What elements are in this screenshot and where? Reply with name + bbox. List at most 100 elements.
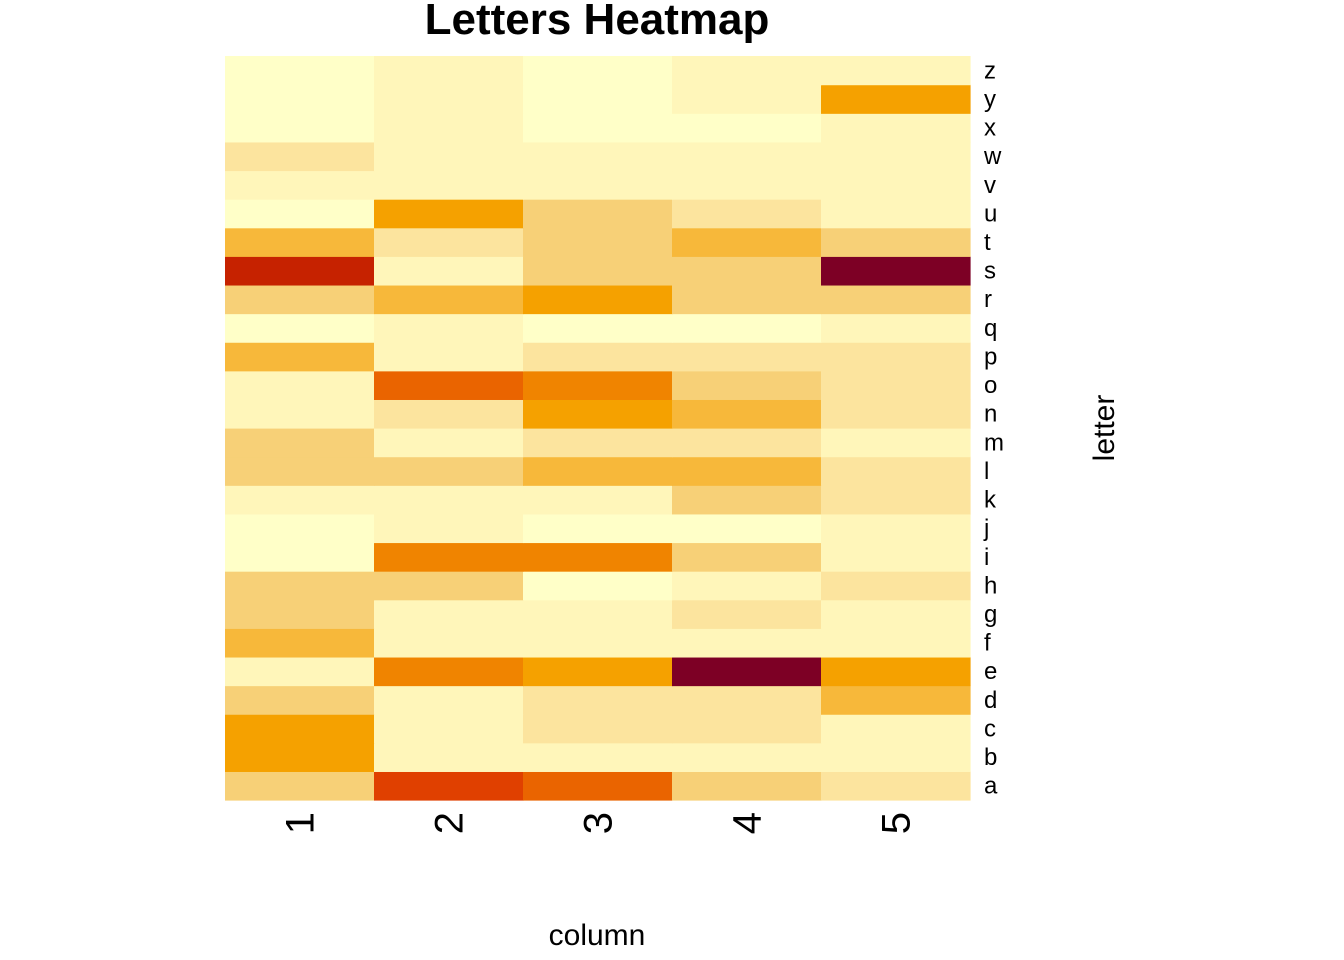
heatmap-cell-i-5 xyxy=(821,542,971,572)
heatmap-cell-v-4 xyxy=(672,170,822,200)
heatmap-cell-n-4 xyxy=(672,399,822,429)
heatmap-cell-s-2 xyxy=(374,256,524,286)
heatmap-cell-t-1 xyxy=(225,227,375,257)
heatmap-cell-s-3 xyxy=(523,256,673,286)
heatmap-cell-u-4 xyxy=(672,199,822,229)
heatmap-cell-e-3 xyxy=(523,656,673,687)
heatmap-cell-x-5 xyxy=(821,113,971,143)
column-label-5: 5 xyxy=(875,812,919,834)
heatmap-cell-c-1 xyxy=(225,714,375,744)
heatmap-cell-r-3 xyxy=(523,284,673,315)
y-axis-label: letter xyxy=(1088,395,1121,462)
heatmap-cell-b-4 xyxy=(672,742,822,772)
heatmap-cell-z-2 xyxy=(374,56,524,86)
heatmap-cell-u-2 xyxy=(374,199,524,229)
row-label-u: u xyxy=(984,200,997,227)
heatmap-cell-t-2 xyxy=(374,227,524,257)
heatmap-cell-r-4 xyxy=(672,284,822,315)
heatmap-cell-v-5 xyxy=(821,170,971,200)
row-label-p: p xyxy=(984,343,997,370)
heatmap-cell-f-3 xyxy=(523,628,673,658)
heatmap-cell-b-3 xyxy=(523,742,673,772)
heatmap-cell-t-4 xyxy=(672,227,822,257)
heatmap-cell-a-1 xyxy=(225,771,375,801)
heatmap-cell-f-5 xyxy=(821,628,971,658)
heatmap-cell-g-2 xyxy=(374,599,524,629)
heatmap-cell-f-1 xyxy=(225,628,375,658)
heatmap-cell-l-1 xyxy=(225,456,375,486)
heatmap-cell-k-4 xyxy=(672,485,822,515)
heatmap-cell-e-1 xyxy=(225,656,375,687)
row-label-l: l xyxy=(984,458,989,485)
heatmap-cell-g-1 xyxy=(225,599,375,629)
heatmap-cell-j-3 xyxy=(523,513,673,544)
heatmap-cell-w-5 xyxy=(821,141,971,172)
heatmap-cell-j-5 xyxy=(821,513,971,544)
heatmap-cell-n-2 xyxy=(374,399,524,429)
row-label-b: b xyxy=(984,744,997,771)
heatmap-cell-w-1 xyxy=(225,141,375,172)
row-label-s: s xyxy=(984,258,996,285)
heatmap-cell-q-1 xyxy=(225,313,375,343)
heatmap-cell-s-1 xyxy=(225,256,375,286)
heatmap-cell-l-5 xyxy=(821,456,971,486)
heatmap-cell-h-2 xyxy=(374,571,524,601)
row-label-q: q xyxy=(984,315,997,342)
row-label-w: w xyxy=(983,143,1002,170)
heatmap-cell-r-1 xyxy=(225,284,375,315)
heatmap-cell-f-2 xyxy=(374,628,524,658)
heatmap-cell-d-2 xyxy=(374,685,524,715)
heatmap-cell-y-5 xyxy=(821,84,971,114)
heatmap-cell-c-3 xyxy=(523,714,673,744)
heatmap-cell-k-1 xyxy=(225,485,375,515)
heatmap-cell-b-1 xyxy=(225,742,375,772)
heatmap-cell-p-4 xyxy=(672,342,822,372)
heatmap-cell-n-1 xyxy=(225,399,375,429)
heatmap-cell-h-3 xyxy=(523,571,673,601)
heatmap-cell-m-1 xyxy=(225,428,375,458)
row-label-c: c xyxy=(984,715,996,742)
heatmap-cell-p-3 xyxy=(523,342,673,372)
heatmap-cell-z-1 xyxy=(225,56,375,86)
row-label-j: j xyxy=(983,515,989,542)
heatmap-cell-l-3 xyxy=(523,456,673,486)
heatmap-cell-u-3 xyxy=(523,199,673,229)
heatmap-cell-p-2 xyxy=(374,342,524,372)
heatmap-cell-k-3 xyxy=(523,485,673,515)
heatmap-cell-x-1 xyxy=(225,113,375,143)
heatmap-cell-o-5 xyxy=(821,370,971,400)
row-label-a: a xyxy=(984,773,998,800)
heatmap-cell-y-3 xyxy=(523,84,673,114)
heatmap-cell-i-3 xyxy=(523,542,673,572)
heatmap-cells xyxy=(225,56,971,801)
heatmap-cell-h-5 xyxy=(821,571,971,601)
heatmap-cell-b-2 xyxy=(374,742,524,772)
heatmap-cell-u-1 xyxy=(225,199,375,229)
heatmap-cell-j-1 xyxy=(225,513,375,544)
heatmap-cell-y-1 xyxy=(225,84,375,114)
heatmap-cell-x-2 xyxy=(374,113,524,143)
heatmap-cell-a-4 xyxy=(672,771,822,801)
heatmap-cell-t-5 xyxy=(821,227,971,257)
heatmap-cell-f-4 xyxy=(672,628,822,658)
heatmap-cell-c-2 xyxy=(374,714,524,744)
heatmap-cell-b-5 xyxy=(821,742,971,772)
heatmap-cell-z-3 xyxy=(523,56,673,86)
heatmap-cell-w-3 xyxy=(523,141,673,172)
heatmap-cell-r-2 xyxy=(374,284,524,315)
heatmap-cell-y-2 xyxy=(374,84,524,114)
row-label-v: v xyxy=(984,172,996,199)
heatmap-cell-v-1 xyxy=(225,170,375,200)
heatmap-cell-q-2 xyxy=(374,313,524,343)
heatmap-cell-o-3 xyxy=(523,370,673,400)
heatmap-cell-d-4 xyxy=(672,685,822,715)
heatmap-cell-d-3 xyxy=(523,685,673,715)
column-label-3: 3 xyxy=(577,812,621,834)
heatmap-cell-u-5 xyxy=(821,199,971,229)
heatmap-cell-z-4 xyxy=(672,56,822,86)
column-labels: 1 2 3 4 5 xyxy=(279,812,919,834)
row-label-g: g xyxy=(984,601,997,628)
heatmap-cell-a-2 xyxy=(374,771,524,801)
